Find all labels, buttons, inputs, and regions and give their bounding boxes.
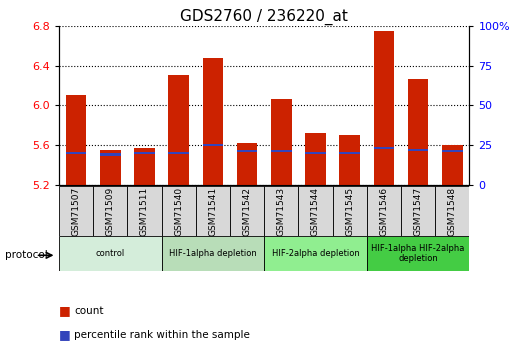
Bar	[271, 99, 291, 185]
Text: protocol: protocol	[5, 250, 48, 260]
Bar	[373, 147, 394, 149]
Bar	[271, 150, 291, 152]
Bar	[442, 150, 463, 152]
Bar	[408, 79, 428, 185]
Bar	[66, 95, 86, 185]
Bar	[340, 135, 360, 185]
Text: GSM71543: GSM71543	[277, 187, 286, 236]
Bar	[305, 133, 326, 185]
Bar	[93, 186, 127, 236]
Text: GSM71540: GSM71540	[174, 187, 183, 236]
Text: GSM71544: GSM71544	[311, 187, 320, 236]
Bar	[367, 186, 401, 236]
Text: percentile rank within the sample: percentile rank within the sample	[74, 330, 250, 339]
Bar	[373, 31, 394, 185]
Bar	[435, 186, 469, 236]
Text: count: count	[74, 306, 104, 315]
Text: GSM71546: GSM71546	[380, 187, 388, 236]
Bar	[100, 150, 121, 185]
Bar	[237, 143, 258, 185]
Bar	[332, 186, 367, 236]
Text: GSM71542: GSM71542	[243, 187, 251, 236]
Bar	[168, 76, 189, 185]
Text: HIF-2alpha depletion: HIF-2alpha depletion	[271, 249, 360, 258]
Text: control: control	[95, 249, 125, 258]
Bar	[230, 186, 264, 236]
Bar	[237, 150, 258, 152]
Bar	[100, 153, 121, 156]
Bar	[196, 186, 230, 236]
Bar	[127, 186, 162, 236]
Bar	[162, 236, 264, 271]
Bar	[162, 186, 196, 236]
Text: ■: ■	[59, 328, 71, 341]
Text: GSM71545: GSM71545	[345, 187, 354, 236]
Text: GSM71511: GSM71511	[140, 187, 149, 236]
Text: GSM71548: GSM71548	[448, 187, 457, 236]
Bar	[59, 186, 93, 236]
Bar	[367, 236, 469, 271]
Text: GSM71507: GSM71507	[72, 187, 81, 236]
Bar	[168, 152, 189, 154]
Bar	[134, 148, 155, 185]
Bar	[299, 186, 332, 236]
Bar	[340, 152, 360, 154]
Text: HIF-1alpha HIF-2alpha
depletion: HIF-1alpha HIF-2alpha depletion	[371, 244, 465, 263]
Bar	[264, 186, 299, 236]
Text: HIF-1alpha depletion: HIF-1alpha depletion	[169, 249, 257, 258]
Text: ■: ■	[59, 304, 71, 317]
Bar	[442, 145, 463, 185]
Text: GSM71509: GSM71509	[106, 187, 115, 236]
Bar	[264, 236, 367, 271]
Text: GSM71541: GSM71541	[208, 187, 218, 236]
Text: GSM71547: GSM71547	[413, 187, 423, 236]
Bar	[66, 152, 86, 154]
Title: GDS2760 / 236220_at: GDS2760 / 236220_at	[180, 8, 348, 24]
Bar	[203, 144, 223, 146]
Bar	[59, 236, 162, 271]
Bar	[401, 186, 435, 236]
Bar	[408, 149, 428, 151]
Bar	[203, 58, 223, 185]
Bar	[305, 152, 326, 154]
Bar	[134, 152, 155, 154]
